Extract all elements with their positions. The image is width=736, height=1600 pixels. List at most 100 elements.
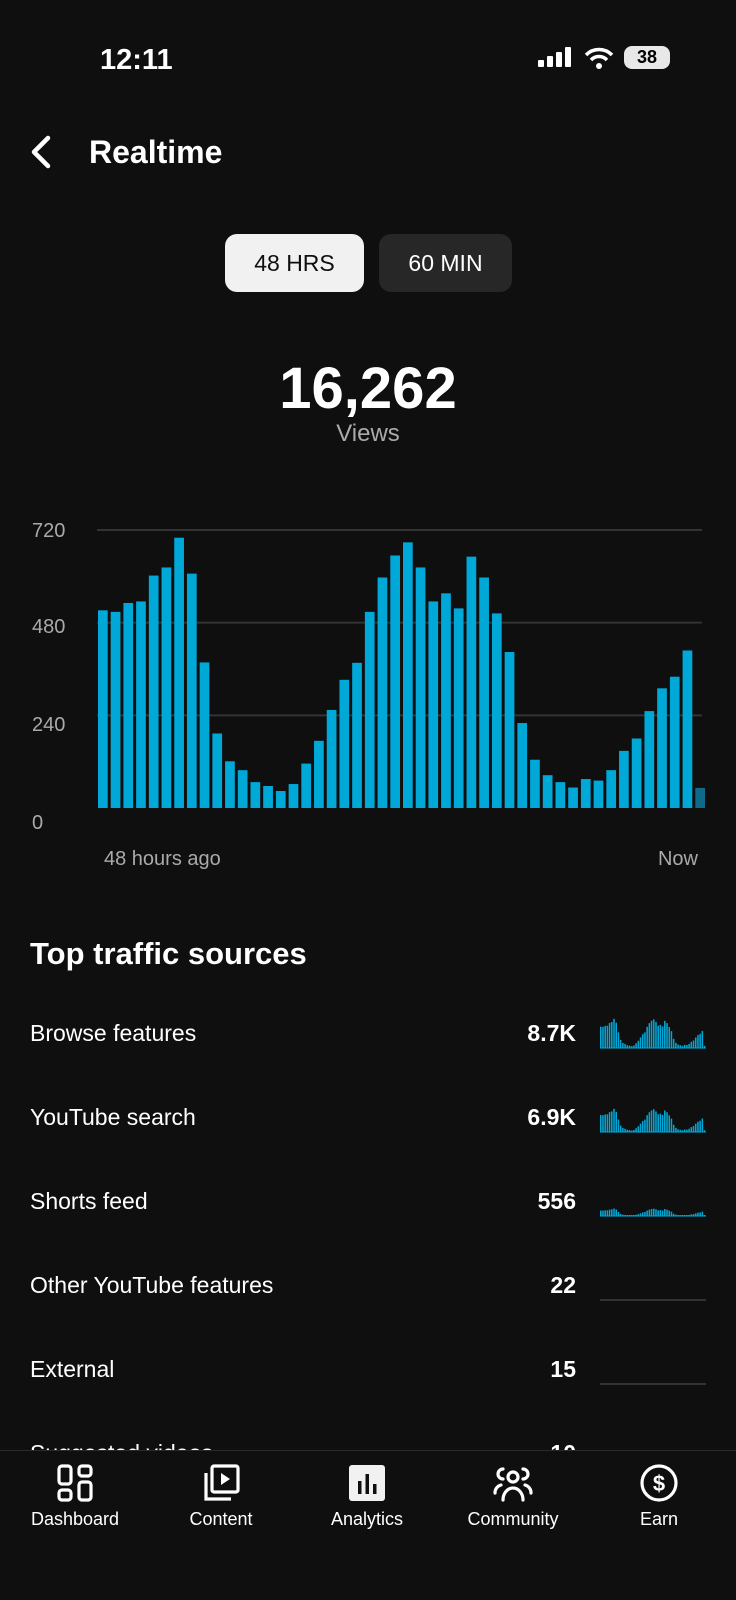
sparkline-bar — [668, 1115, 671, 1132]
chart-bar[interactable] — [441, 593, 451, 808]
sparkline-bar — [664, 1110, 666, 1132]
sparkline-bar — [653, 1208, 655, 1216]
chart-bar[interactable] — [250, 782, 261, 808]
chart-bar[interactable] — [466, 556, 477, 808]
chart-bar[interactable] — [314, 740, 324, 808]
chart-bar[interactable] — [491, 613, 502, 808]
chart-bar[interactable] — [644, 711, 655, 808]
chart-bar[interactable] — [428, 601, 439, 808]
chart-bar[interactable] — [530, 759, 540, 808]
sparkline-bar — [679, 1129, 682, 1132]
sparkline-bar — [630, 1046, 633, 1048]
chart-bar[interactable] — [275, 791, 286, 808]
chart-bar[interactable] — [212, 733, 223, 808]
traffic-source-row[interactable]: YouTube search 6.9K — [30, 1097, 706, 1137]
traffic-sparkline — [600, 1208, 706, 1217]
wifi-icon — [584, 47, 614, 69]
chart-bar[interactable] — [479, 577, 489, 808]
sparkline-bar — [697, 1035, 699, 1048]
chart-bar[interactable] — [301, 763, 312, 808]
chart-bar[interactable] — [657, 688, 667, 808]
sparkline-bar — [624, 1043, 626, 1048]
sparkline-bar — [688, 1043, 690, 1048]
chart-bar[interactable] — [568, 787, 578, 808]
sparkline-bar — [639, 1123, 642, 1132]
chart-bar[interactable] — [352, 662, 362, 808]
traffic-source-row[interactable]: External 15 — [30, 1349, 706, 1389]
dashboard-icon — [57, 1464, 93, 1502]
chart-bar[interactable] — [606, 770, 617, 808]
nav-community[interactable]: Community — [440, 1463, 586, 1530]
sparkline-bar — [604, 1025, 606, 1048]
y-tick-0: 0 — [32, 812, 44, 834]
sparkline-bar — [615, 1022, 618, 1048]
sparkline-bar — [659, 1210, 662, 1216]
chart-bar[interactable] — [403, 542, 413, 808]
chart-bar[interactable] — [619, 750, 629, 808]
sparkline-bar — [630, 1215, 633, 1216]
chart-bar[interactable] — [669, 676, 680, 808]
traffic-source-row[interactable]: Other YouTube features 22 — [30, 1265, 706, 1305]
chart-bar[interactable] — [593, 780, 604, 808]
bottom-nav: Dashboard Content Analytics Community $ … — [0, 1450, 736, 1600]
chart-bar[interactable] — [199, 662, 210, 808]
chart-bar[interactable] — [415, 567, 426, 808]
chart-bar[interactable] — [110, 611, 121, 808]
chart-bar[interactable] — [123, 602, 134, 808]
chart-bar[interactable] — [555, 782, 566, 808]
chart-bar[interactable] — [225, 761, 235, 808]
chart-bar[interactable] — [504, 652, 515, 808]
chart-bar[interactable] — [580, 779, 591, 808]
nav-content[interactable]: Content — [148, 1463, 294, 1530]
chart-bar[interactable] — [186, 573, 197, 808]
nav-earn[interactable]: $ Earn — [586, 1463, 732, 1530]
chart-bar[interactable] — [631, 738, 642, 809]
sparkline-bar — [686, 1215, 688, 1216]
chart-bar[interactable] — [517, 723, 528, 808]
chart-bar[interactable] — [288, 784, 299, 808]
tab-60-min[interactable]: 60 MIN — [379, 234, 512, 292]
chart-bar[interactable] — [695, 787, 705, 808]
sparkline-bar — [624, 1128, 626, 1132]
chart-bar[interactable] — [237, 770, 248, 808]
sparkline-bar — [611, 1022, 613, 1048]
y-tick-480: 480 — [32, 616, 66, 638]
chart-bar[interactable] — [453, 608, 464, 808]
sparkline-bar — [608, 1112, 611, 1132]
sparkline-bar — [681, 1045, 684, 1048]
sparkline-bar — [666, 1112, 668, 1132]
traffic-source-row[interactable]: Shorts feed 556 — [30, 1181, 706, 1221]
chart-bar[interactable] — [542, 775, 553, 808]
sparkline-bar — [701, 1211, 704, 1216]
traffic-source-name: Browse features — [30, 1019, 197, 1046]
chart-bar[interactable] — [364, 611, 375, 808]
traffic-source-row[interactable]: Browse features 8.7K — [30, 1013, 706, 1053]
chart-bar[interactable] — [377, 577, 388, 808]
sparkline-bar — [672, 1038, 675, 1048]
traffic-source-name: Shorts feed — [30, 1187, 148, 1214]
nav-dashboard[interactable]: Dashboard — [2, 1463, 148, 1530]
sparkline-bar — [677, 1044, 679, 1048]
chart-bar[interactable] — [339, 679, 350, 808]
chart-bar[interactable] — [326, 709, 337, 808]
sparkline-bar — [677, 1215, 679, 1216]
sparkline-bar — [617, 1119, 620, 1132]
chart-bar[interactable] — [263, 785, 273, 808]
back-button[interactable] — [28, 132, 54, 179]
sparkline-bar — [646, 1115, 648, 1132]
chart-bar[interactable] — [174, 537, 184, 808]
chart-bar[interactable] — [136, 601, 146, 808]
nav-analytics[interactable]: Analytics — [294, 1463, 440, 1530]
chart-bar[interactable] — [148, 575, 159, 808]
chart-bar[interactable] — [390, 555, 400, 808]
chart-bar[interactable] — [98, 610, 108, 808]
community-icon — [493, 1467, 533, 1502]
x-label-end: Now — [657, 848, 698, 870]
chart-bar[interactable] — [161, 567, 172, 808]
sparkline-bar — [694, 1123, 697, 1132]
tab-48-hrs[interactable]: 48 HRS — [225, 234, 364, 292]
sparkline-bar — [608, 1022, 611, 1048]
sparkline-bar — [644, 1211, 646, 1216]
sparkline-bar — [692, 1214, 695, 1216]
chart-bar[interactable] — [682, 650, 693, 808]
